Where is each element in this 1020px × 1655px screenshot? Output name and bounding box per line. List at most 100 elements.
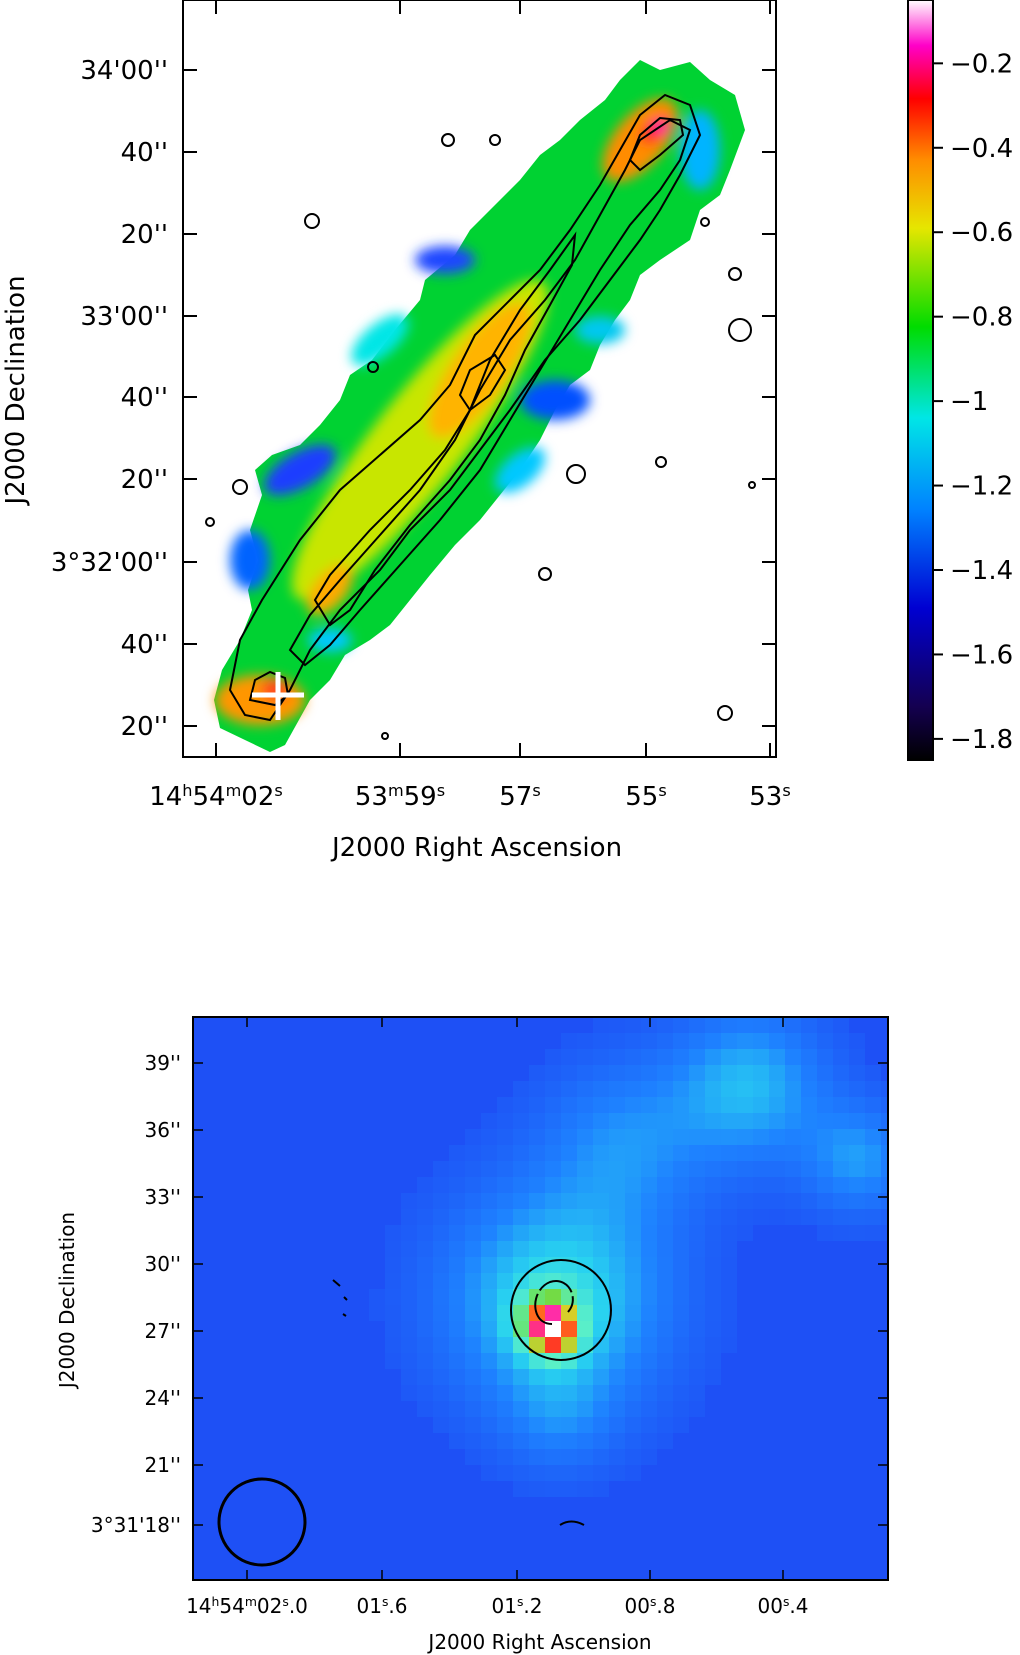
heat-pixel	[513, 1209, 529, 1225]
heat-pixel	[721, 1177, 737, 1193]
heat-pixel	[609, 1289, 625, 1305]
bottom-ticks	[193, 1017, 888, 1580]
heat-pixel	[497, 1305, 513, 1321]
heat-pixel	[657, 1337, 673, 1353]
y-tick-label: 3°32'00''	[51, 548, 168, 578]
heat-pixel	[753, 1017, 769, 1033]
heat-pixel	[865, 1081, 881, 1097]
heat-pixel	[673, 1017, 689, 1033]
heat-pixel	[657, 1033, 673, 1049]
heat-pixel	[673, 1353, 689, 1369]
heat-pixel	[769, 1049, 785, 1065]
heat-pixel	[545, 1225, 561, 1241]
heat-pixel	[481, 1129, 497, 1145]
heat-pixel	[641, 1209, 657, 1225]
heat-pixel	[513, 1385, 529, 1401]
heat-pixel	[481, 1257, 497, 1273]
heat-pixel	[417, 1273, 433, 1289]
heat-pixel	[529, 1433, 545, 1449]
heat-pixel	[673, 1161, 689, 1177]
heat-pixel	[545, 1081, 561, 1097]
heat-pixel	[657, 1145, 673, 1161]
heat-pixel	[801, 1193, 817, 1209]
heat-pixel	[593, 1353, 609, 1369]
colorbar: −0.2 −0.4 −0.6 −0.8 −1 −1.2 −1.4 −1.6 −1.8	[907, 0, 1013, 761]
colorbar-tick-label: −1.4	[950, 556, 1013, 586]
heat-pixel	[721, 1289, 737, 1305]
heat-pixel	[545, 1177, 561, 1193]
heat-pixel	[849, 1081, 865, 1097]
heat-pixel	[737, 1017, 753, 1033]
heat-pixel	[721, 1225, 737, 1241]
heat-pixel	[881, 1097, 888, 1113]
contour-isle	[381, 732, 389, 740]
heat-pixel	[705, 1241, 721, 1257]
heat-pixel	[641, 1385, 657, 1401]
heat-pixel	[449, 1161, 465, 1177]
heat-pixel	[417, 1177, 433, 1193]
heat-pixel	[417, 1385, 433, 1401]
heat-pixel	[593, 1337, 609, 1353]
heat-pixel	[689, 1113, 705, 1129]
heat-pixel	[401, 1337, 417, 1353]
heat-pixel	[577, 1465, 593, 1481]
heat-pixel	[481, 1353, 497, 1369]
heat-pixel	[401, 1225, 417, 1241]
heat-pixel	[625, 1065, 641, 1081]
y-tick-label: 3°31'18''	[91, 1513, 181, 1537]
heat-pixel	[849, 1065, 865, 1081]
heat-pixel	[385, 1337, 401, 1353]
heat-pixel	[481, 1289, 497, 1305]
heat-pixel	[593, 1097, 609, 1113]
heat-pixel	[641, 1337, 657, 1353]
heat-pixel	[849, 1161, 865, 1177]
heat-pixel	[689, 1337, 705, 1353]
heat-pixel	[481, 1193, 497, 1209]
heat-pixel	[433, 1193, 449, 1209]
heat-pixel	[641, 1289, 657, 1305]
y-tick-label: 40''	[121, 630, 168, 660]
colorbar-tick-label: −0.6	[950, 218, 1013, 248]
heat-pixel	[641, 1177, 657, 1193]
heat-pixel	[561, 1161, 577, 1177]
heat-pixel	[577, 1049, 593, 1065]
heat-pixel	[465, 1305, 481, 1321]
heat-pixel	[801, 1049, 817, 1065]
heat-pixel	[497, 1161, 513, 1177]
heat-pixel	[609, 1145, 625, 1161]
heat-pixel	[401, 1209, 417, 1225]
heat-pixel	[609, 1257, 625, 1273]
heat-pixel	[849, 1113, 865, 1129]
heat-pixel	[465, 1385, 481, 1401]
heat-pixel	[513, 1401, 529, 1417]
heat-pixel	[465, 1337, 481, 1353]
heat-pixel	[545, 1385, 561, 1401]
heat-pixel	[609, 1049, 625, 1065]
heat-pixel	[721, 1097, 737, 1113]
heat-pixel	[625, 1433, 641, 1449]
heat-pixel	[433, 1385, 449, 1401]
heat-pixel	[497, 1273, 513, 1289]
heat-pixel	[833, 1209, 849, 1225]
contour-outer	[510, 1259, 612, 1361]
heat-pixel	[657, 1177, 673, 1193]
heat-pixel	[417, 1337, 433, 1353]
heat-pixel	[625, 1241, 641, 1257]
heat-pixel	[513, 1257, 529, 1273]
heat-pixel	[673, 1369, 689, 1385]
heat-pixel	[465, 1193, 481, 1209]
heat-pixel	[401, 1369, 417, 1385]
heat-pixel	[721, 1017, 737, 1033]
heat-pixel	[881, 1081, 888, 1097]
heat-pixel	[881, 1145, 888, 1161]
heat-pixel	[657, 1017, 673, 1033]
heat-pixel	[737, 1225, 753, 1241]
heat-pixel	[513, 1129, 529, 1145]
contour-isle	[700, 217, 710, 227]
heat-pixel	[465, 1433, 481, 1449]
heat-pixel	[545, 1129, 561, 1145]
x-tick-label: 01s.6	[356, 1594, 407, 1619]
heat-pixel	[657, 1081, 673, 1097]
y-tick-label: 40''	[121, 383, 168, 413]
heat-pixel	[481, 1401, 497, 1417]
